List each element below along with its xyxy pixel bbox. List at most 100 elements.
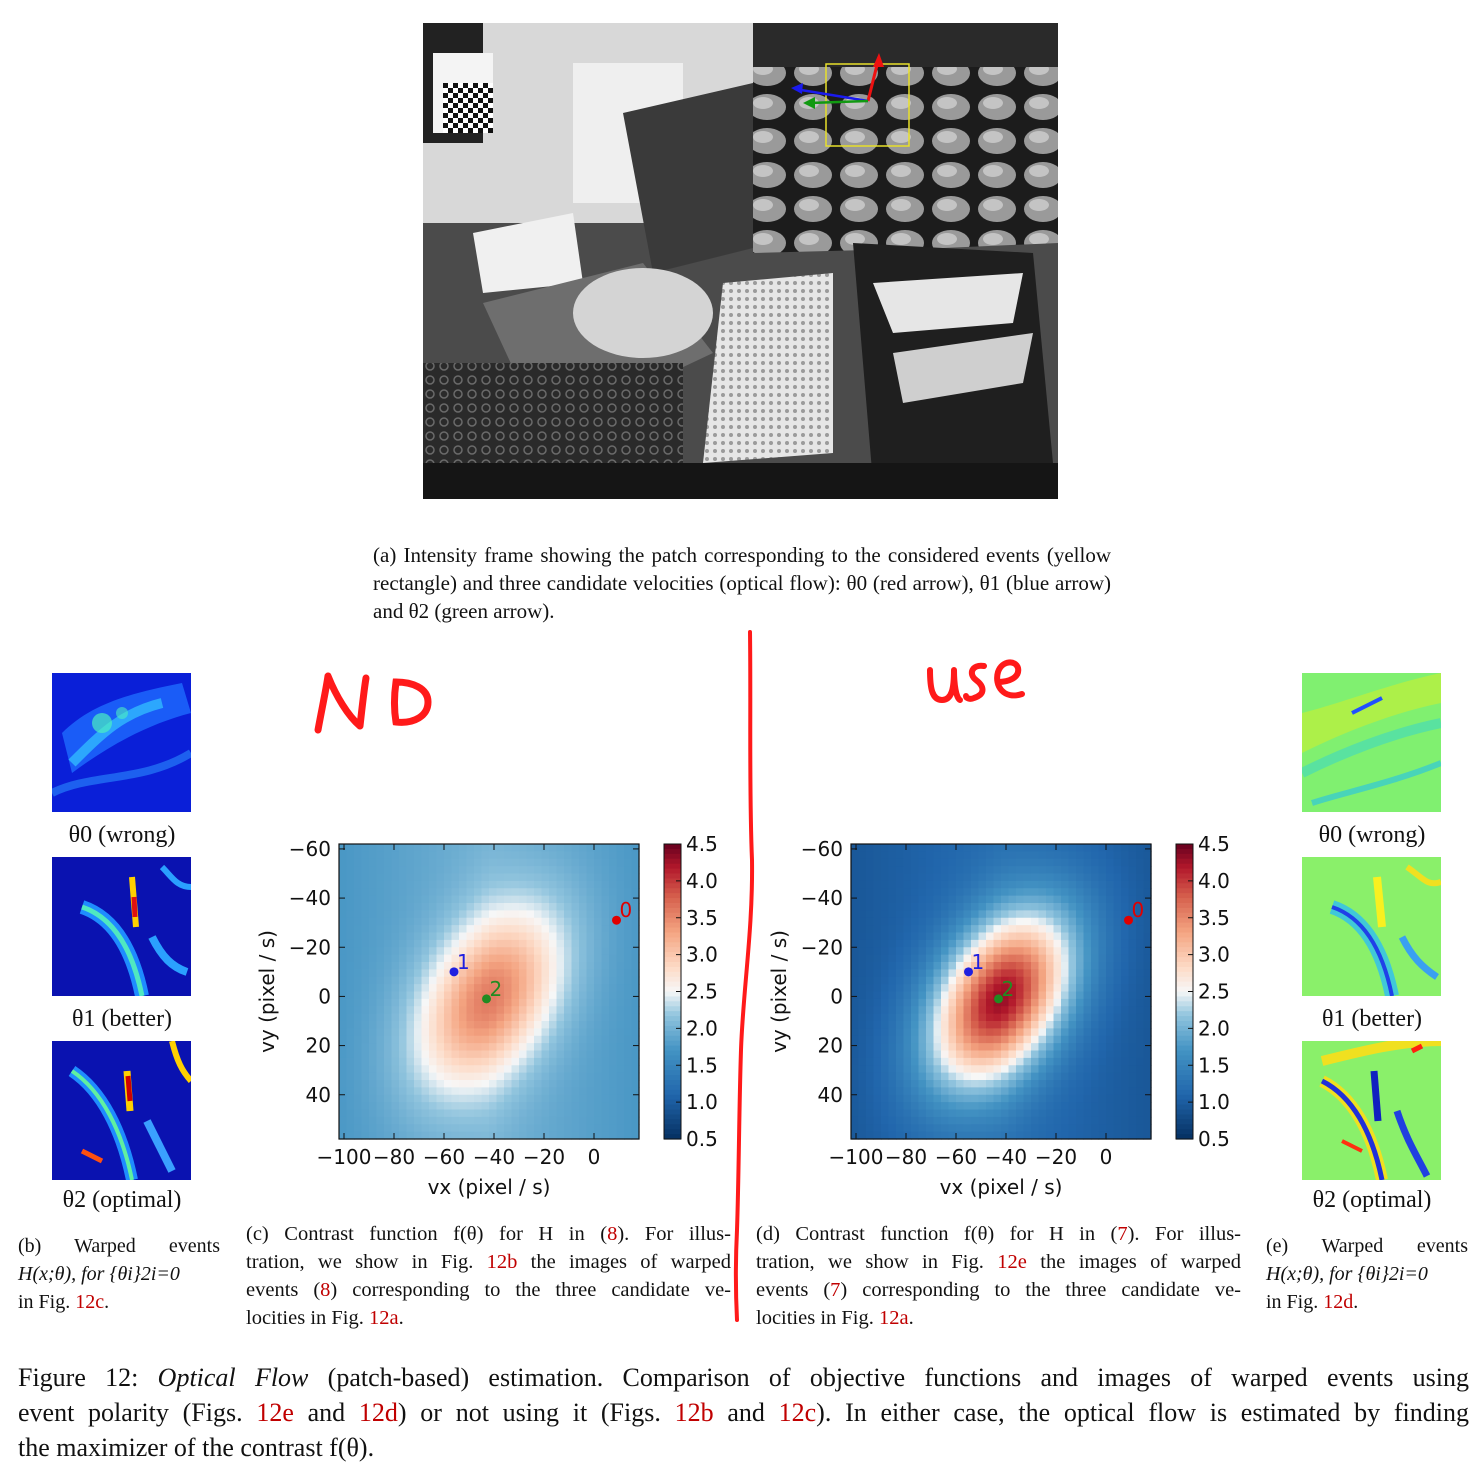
heatmap-cell xyxy=(1128,1094,1137,1103)
heatmap-cell xyxy=(616,991,625,1000)
colorbar-step xyxy=(664,1021,681,1027)
heatmap-cell xyxy=(903,1013,912,1022)
heatmap-cell xyxy=(391,1057,400,1066)
heatmap-cell xyxy=(948,866,957,875)
heatmap-cell xyxy=(993,1131,1002,1140)
ref-fig-12d[interactable]: 12d xyxy=(358,1398,398,1427)
ref-12d[interactable]: 12d xyxy=(1323,1291,1354,1313)
heatmap-cell xyxy=(1016,1021,1025,1029)
heatmap-cell xyxy=(948,1102,957,1111)
heatmap-cell xyxy=(429,991,438,1000)
heatmap-cell xyxy=(986,1057,995,1066)
heatmap-cell xyxy=(851,1102,860,1111)
heatmap-cell xyxy=(414,947,423,956)
heatmap-cell xyxy=(1038,1021,1047,1029)
heatmap-cell xyxy=(519,1109,528,1118)
heatmap-cell xyxy=(926,1013,935,1022)
heatmap-cell xyxy=(414,903,423,911)
heatmap-cell xyxy=(933,991,942,1000)
heatmap-cell xyxy=(451,895,460,904)
heatmap-cell xyxy=(346,925,355,934)
heatmap-cell xyxy=(346,866,355,875)
ref-12e[interactable]: 12e xyxy=(997,1251,1027,1273)
heatmap-cell xyxy=(384,851,393,860)
colorbar-step xyxy=(1176,991,1193,998)
heatmap-cell xyxy=(1143,1028,1152,1037)
heatmap-cell xyxy=(888,954,897,963)
heatmap-cell xyxy=(526,984,535,993)
heatmap-cell xyxy=(534,1102,543,1111)
heatmap-cell xyxy=(1098,976,1107,985)
heatmap-cell xyxy=(594,954,603,963)
heatmap-cell xyxy=(421,917,430,926)
heatmap-cell xyxy=(481,1124,490,1133)
heatmap-cell xyxy=(526,895,535,904)
ref-fig-12b[interactable]: 12b xyxy=(674,1398,714,1427)
heatmap-cell xyxy=(896,1131,905,1140)
heatmap-cell xyxy=(918,984,927,993)
heatmap-cell xyxy=(1001,1043,1010,1052)
heatmap-cell xyxy=(346,1028,355,1037)
colorbar-step xyxy=(1176,1134,1193,1140)
heatmap-cell xyxy=(459,866,468,875)
heatmap-cell xyxy=(933,844,942,852)
heatmap-cell xyxy=(926,1094,935,1103)
heatmap-cell xyxy=(361,1065,370,1074)
heatmap-cell xyxy=(1023,888,1032,897)
heatmap-cell xyxy=(564,954,573,963)
heatmap-cell xyxy=(616,1013,625,1022)
heatmap-cell xyxy=(361,991,370,1000)
ref-12b[interactable]: 12b xyxy=(486,1251,518,1273)
heatmap-cell xyxy=(1016,976,1025,985)
heatmap-cell xyxy=(978,917,987,926)
heatmap-cell xyxy=(918,1124,927,1133)
heatmap-cell xyxy=(948,1094,957,1103)
heatmap-cell xyxy=(1046,1072,1055,1081)
heatmap-cell xyxy=(986,1124,995,1133)
heatmap-cell xyxy=(496,1028,505,1037)
heatmap-cell xyxy=(941,947,950,956)
heatmap-cell xyxy=(1053,844,1062,852)
heatmap-cell xyxy=(896,1102,905,1111)
heatmap-cell xyxy=(866,954,875,963)
heatmap-cell xyxy=(1113,880,1122,889)
heatmap-cell xyxy=(1053,1006,1062,1015)
heatmap-cell xyxy=(406,858,415,867)
heatmap-cell xyxy=(474,866,483,875)
ref-eq8-2[interactable]: 8 xyxy=(320,1279,331,1301)
colorbar-step xyxy=(1176,981,1193,988)
heatmap-cell xyxy=(496,851,505,860)
ref-12c[interactable]: 12c xyxy=(75,1291,105,1313)
heatmap-cell xyxy=(851,895,860,904)
heatmap-cell xyxy=(948,1043,957,1052)
ref-12a-d[interactable]: 12a xyxy=(879,1307,909,1329)
heatmap-cell xyxy=(978,1028,987,1037)
heatmap-cell xyxy=(873,1094,882,1103)
heatmap-cell xyxy=(1136,1102,1145,1111)
heatmap-cell xyxy=(339,1124,348,1133)
heatmap-cell xyxy=(474,939,483,948)
x-tick-label: −80 xyxy=(373,1145,415,1169)
heatmap-cell xyxy=(444,866,453,875)
heatmap-cell xyxy=(541,962,550,970)
heatmap-cell xyxy=(616,1028,625,1037)
heatmap-cell xyxy=(918,1028,927,1037)
ref-eq8[interactable]: 8 xyxy=(607,1223,618,1245)
heatmap-cell xyxy=(896,1013,905,1022)
ref-12a-c[interactable]: 12a xyxy=(369,1307,399,1329)
heatmap-cell xyxy=(881,1109,890,1118)
heatmap-cell xyxy=(384,947,393,956)
ref-eq7[interactable]: 7 xyxy=(1117,1223,1128,1245)
heatmap-cell xyxy=(571,1050,580,1059)
heatmap-cell xyxy=(1038,998,1047,1007)
colorbar-step xyxy=(664,1089,681,1096)
ref-fig-12e[interactable]: 12e xyxy=(256,1398,294,1427)
heatmap-cell xyxy=(1143,888,1152,897)
heatmap-cell xyxy=(549,851,558,860)
heatmap-cell xyxy=(1098,1021,1107,1029)
heatmap-cell xyxy=(579,932,588,941)
heatmap-cell xyxy=(511,903,520,911)
heatmap-cell xyxy=(1083,1021,1092,1029)
ref-fig-12c[interactable]: 12c xyxy=(778,1398,817,1427)
ref-eq7-2[interactable]: 7 xyxy=(830,1279,841,1301)
